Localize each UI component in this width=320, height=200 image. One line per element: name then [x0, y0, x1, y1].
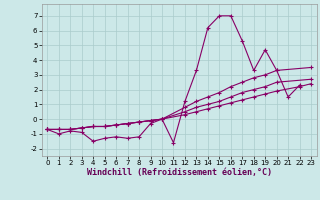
X-axis label: Windchill (Refroidissement éolien,°C): Windchill (Refroidissement éolien,°C): [87, 168, 272, 177]
